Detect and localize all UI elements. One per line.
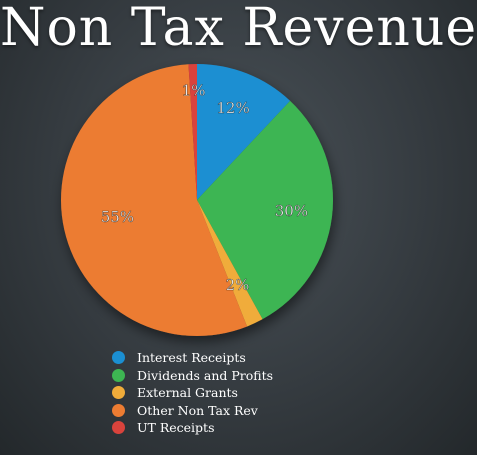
pie-data-label: 2% <box>226 276 250 294</box>
pie-data-label: 30% <box>275 202 308 220</box>
pie-slice-interest-receipts <box>197 64 291 200</box>
chart-title: Non Tax Revenue <box>0 0 477 58</box>
pie-data-label: 55% <box>101 208 134 226</box>
pie-data-labels: 12% 30% 2% 55% 1% <box>100 81 308 294</box>
legend-label: External Grants <box>137 385 238 401</box>
chart-legend: Interest Receipts Dividends and Profits Ex… <box>112 349 273 437</box>
legend-item: External Grants <box>112 384 273 402</box>
legend-item: UT Receipts <box>112 419 273 437</box>
legend-swatch <box>112 421 125 435</box>
legend-swatch <box>112 403 125 417</box>
legend-swatch <box>112 351 125 365</box>
legend-swatch <box>112 386 125 400</box>
pie-slice-dividends-and-profits <box>197 100 333 320</box>
pie-slices <box>61 64 333 336</box>
legend-label: Other Non Tax Rev <box>137 402 258 418</box>
pie-data-label: 1% <box>182 81 206 99</box>
legend-swatch <box>112 368 125 382</box>
pie-data-label: 12% <box>216 99 249 117</box>
pie-slice-external-grants <box>197 200 263 327</box>
legend-item: Dividends and Profits <box>112 367 273 385</box>
legend-label: Dividends and Profits <box>137 367 274 383</box>
pie-slice-ut-receipts <box>188 64 197 200</box>
pie-slice-other-non-tax-rev <box>61 64 248 336</box>
legend-label: Interest Receipts <box>137 350 246 366</box>
legend-item: Interest Receipts <box>112 349 273 367</box>
legend-label: UT Receipts <box>137 420 215 436</box>
legend-item: Other Non Tax Rev <box>112 402 273 420</box>
